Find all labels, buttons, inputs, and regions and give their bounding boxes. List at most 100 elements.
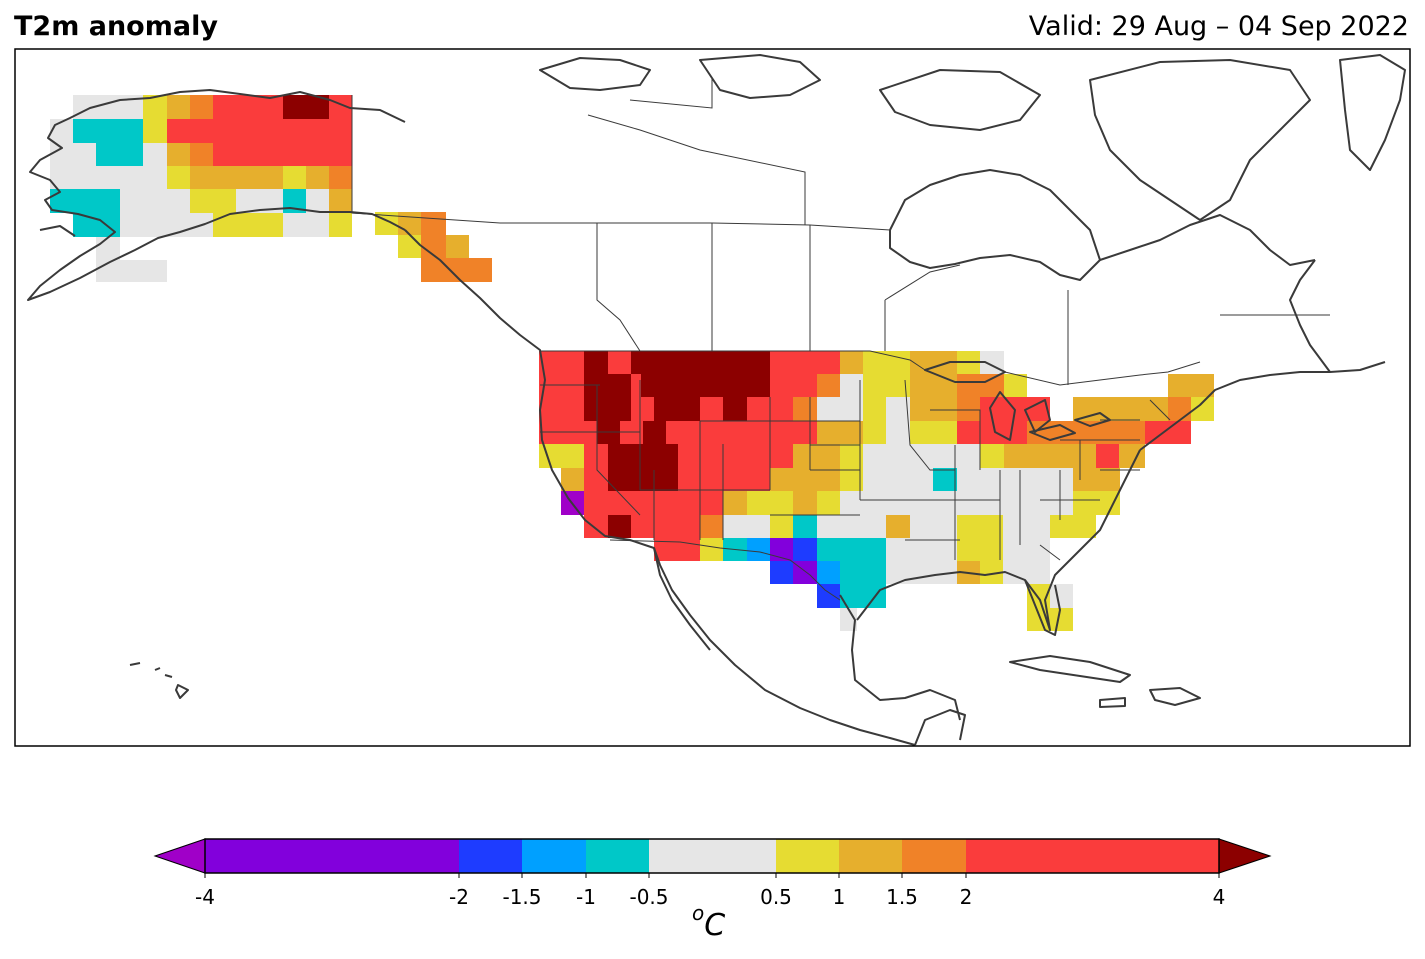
grid-cell: [863, 351, 910, 374]
grid-cell: [793, 491, 817, 515]
grid-cell: [167, 95, 190, 119]
grid-cell: [631, 515, 700, 538]
grid-cell: [817, 538, 886, 561]
grid-cell: [398, 212, 421, 235]
colorbar-segment: [649, 839, 776, 873]
grid-cell: [167, 119, 352, 143]
grid-cell: [190, 143, 213, 166]
grid-cell: [654, 397, 700, 421]
grid-cell: [143, 143, 167, 166]
colorbar-over-extend: [1218, 838, 1272, 874]
grid-cell: [631, 374, 641, 397]
grid-cell: [910, 515, 957, 538]
colorbar-segment: [205, 839, 459, 873]
grid-cell: [840, 444, 863, 468]
grid-cell: [840, 351, 863, 374]
grid-cell: [584, 351, 608, 374]
grid-cell: [723, 491, 747, 515]
grid-cell: [283, 95, 329, 119]
colorbar-unit: oC: [692, 901, 726, 943]
grid-cell: [1004, 374, 1027, 397]
grid-cell: [840, 491, 1073, 515]
grid-cell: [817, 584, 840, 608]
grid-cell: [863, 468, 933, 491]
grid-cell: [840, 584, 886, 608]
grid-cell: [700, 397, 723, 421]
grid-cell: [1004, 444, 1096, 468]
grid-cell: [73, 119, 143, 143]
grid-cell: [1168, 374, 1214, 397]
grid-cell: [886, 421, 910, 444]
grid-cell: [584, 374, 631, 397]
anomaly-map: [14, 48, 1411, 747]
grid-cell: [770, 374, 817, 397]
grid-cell: [840, 468, 863, 491]
grid-cell: [190, 166, 283, 189]
colorbar-segment: [522, 839, 586, 873]
grid-cell: [96, 143, 143, 166]
grid-cell: [817, 561, 840, 584]
colorbar-tick-label: -1.5: [502, 885, 541, 909]
grid-cell: [770, 515, 793, 538]
colorbar-tick-label: -1: [576, 885, 596, 909]
grid-cell: [329, 166, 352, 189]
grid-cell: [96, 237, 120, 260]
grid-cell: [283, 189, 306, 213]
grid-cell: [747, 538, 770, 561]
grid-cell: [608, 444, 678, 468]
grid-cell: [840, 561, 886, 584]
grid-cell: [167, 166, 190, 189]
grid-cell: [886, 538, 957, 561]
grid-cell: [817, 421, 863, 444]
colorbar-segment: [839, 839, 902, 873]
grid-cell: [643, 421, 666, 444]
grid-cell: [817, 397, 863, 421]
grid-cell: [957, 421, 1027, 444]
grid-cell: [793, 444, 840, 468]
grid-cell: [584, 444, 608, 468]
colorbar-segment: [966, 839, 1219, 873]
grid-cell: [306, 189, 329, 213]
grid-cell: [747, 491, 793, 515]
grid-cell: [641, 351, 770, 397]
grid-cell: [584, 397, 631, 421]
grid-cell: [96, 260, 167, 282]
grid-cell: [1073, 468, 1120, 491]
grid-cell: [793, 397, 817, 421]
grid-cell: [608, 351, 631, 374]
valid-period: Valid: 29 Aug – 04 Sep 2022: [1028, 11, 1409, 42]
grid-cell: [608, 468, 678, 491]
grid-cell: [910, 397, 957, 421]
grid-cell: [167, 143, 190, 166]
grid-cell: [539, 397, 584, 421]
grid-cell: [561, 468, 584, 491]
grid-cell: [1168, 397, 1191, 421]
colorbar-tick-label: -0.5: [629, 885, 668, 909]
grid-cell: [50, 166, 167, 189]
grid-cell: [770, 538, 793, 561]
grid-cell: [910, 421, 957, 444]
political-borders: [351, 78, 1330, 601]
colorbar-tick-label: -2: [449, 885, 469, 909]
colorbar-tick-label: -4: [195, 885, 215, 909]
grid-cell: [793, 515, 817, 538]
colorbar-segment: [902, 839, 966, 873]
grid-cell: [863, 397, 886, 421]
grid-cell: [700, 515, 723, 538]
colorbar-tick-label: 0.5: [760, 885, 792, 909]
grid-cell: [631, 351, 641, 374]
grid-cell: [957, 538, 1003, 561]
grid-cell: [666, 421, 817, 444]
map-frame: [14, 48, 1411, 747]
grid-cell: [1191, 397, 1214, 421]
grid-cell: [1003, 561, 1050, 584]
grid-cell: [817, 374, 840, 397]
grid-cell: [329, 189, 352, 213]
grid-cell: [283, 213, 329, 237]
grid-cell: [980, 561, 1003, 584]
grid-cell: [190, 95, 213, 119]
grid-cell: [770, 561, 793, 584]
colorbar-tick-label: 4: [1213, 885, 1226, 909]
grid-cell: [700, 538, 723, 561]
grid-cell: [143, 119, 167, 143]
